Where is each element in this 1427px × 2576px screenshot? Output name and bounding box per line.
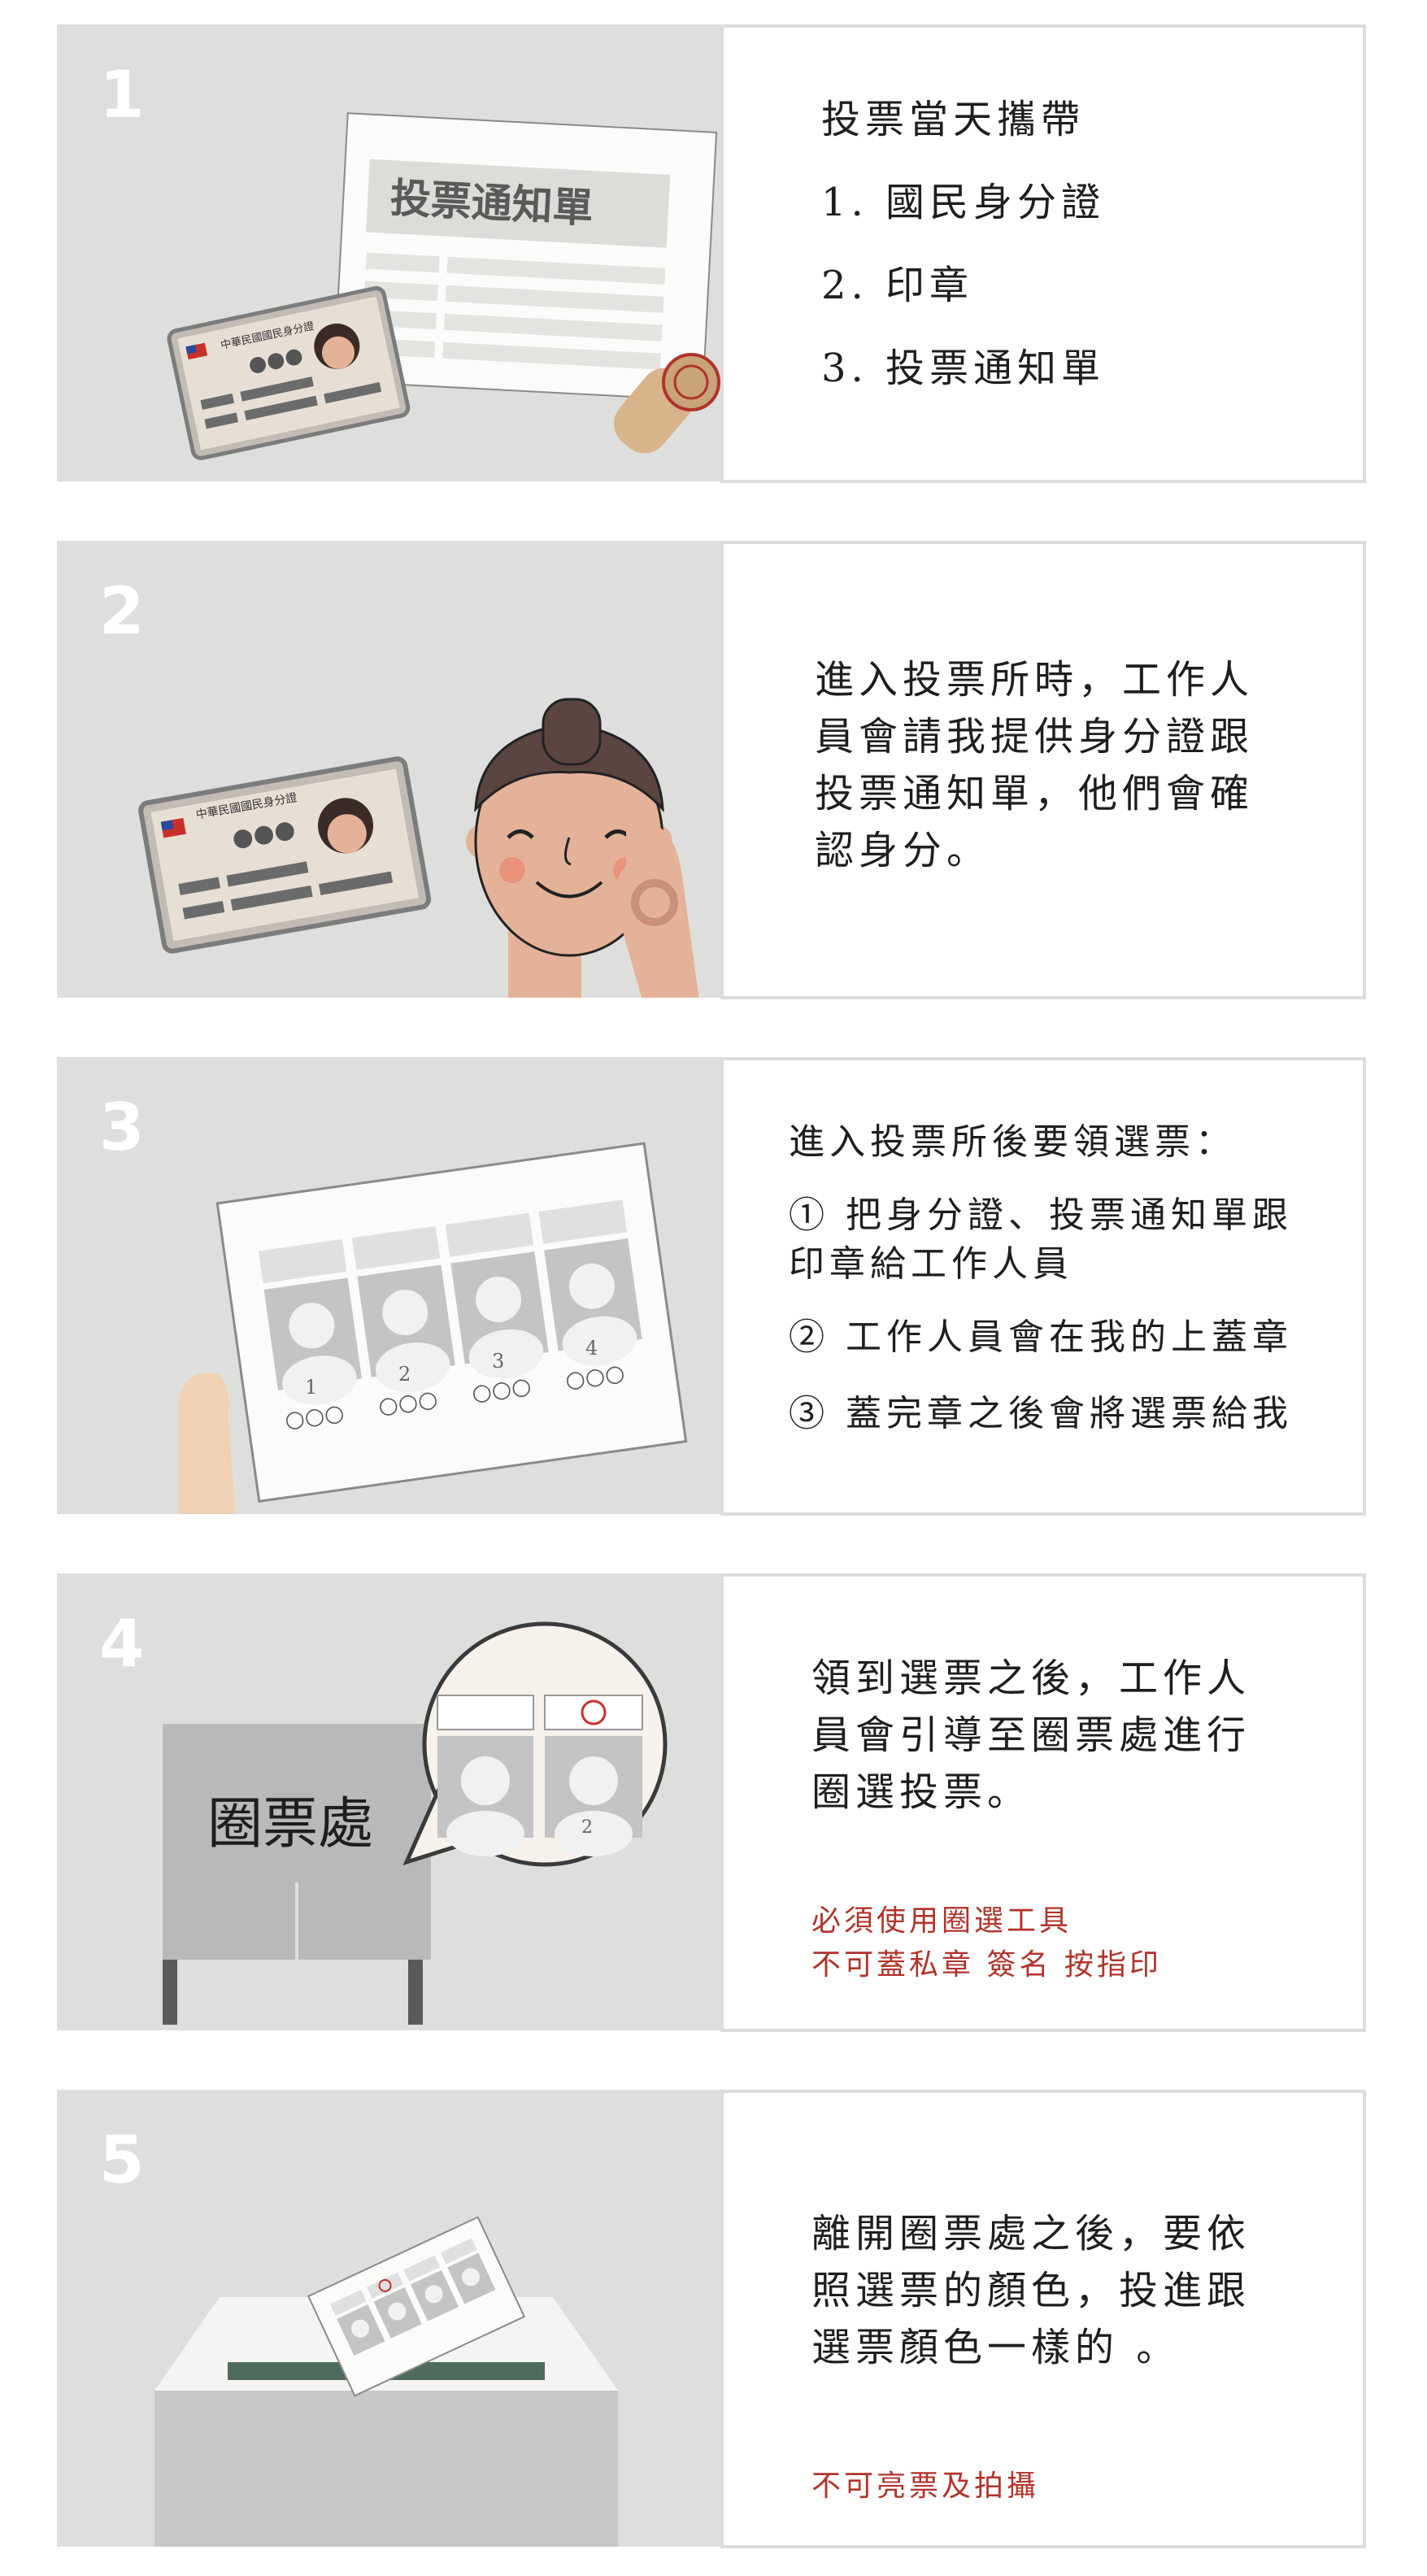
step-4-line-1: 領到選票之後，工作人 [811,1656,1251,1701]
step-1-card: 投票當天攜帶 1. 國民身分證 2. 印章 3. 投票通知單 [720,24,1366,483]
step-1-art [167,112,720,460]
bubble-number: 2 [581,1817,593,1838]
step-5-illustration: 5 [57,2090,720,2547]
booth-label: 圈票處 [207,1792,374,1856]
step-4: 4 圈票處 2 領到選票之後，工作人 員會引導至圈票處進行 圈選投票。 必須使用… [57,1573,1366,2032]
step-1: 1 投票通知單 中華民國國民身分證 ●●● 投票當天攜帶 1. 國民身分證 2.… [57,24,1366,483]
step-4-warning-2: 不可蓋私章 簽名 按指印 [811,1948,1162,1982]
step-2-illustration: 2 中華民國國民身分證 ●●● [57,541,720,998]
notice-title: 投票通知單 [389,174,595,233]
ballot-number-1: 1 [305,1376,318,1399]
step-2-line-2: 員會請我提供身分證跟 [815,714,1255,759]
step-number: 2 [99,573,145,649]
step-5-line-3: 選票顏色一樣的 。 [811,2325,1181,2370]
step-3-illustration: 3 1 2 3 4 ○○○ ○○○ ○○○ ○○○ [57,1057,720,1514]
step-1-line-2: 1. 國民身分證 [821,180,1106,225]
step-2: 2 中華民國國民身分證 ●●● 進入投票所時，工作人 員會請我提供身分證跟 投票… [57,541,1366,999]
step-4-art [163,1621,668,2025]
step-3-line-3: 印章給工作人員 [789,1243,1073,1285]
step-1-line-1: 投票當天攜帶 [821,97,1085,142]
step-3-card: 進入投票所後要領選票： ① 把身分證、投票通知單跟 印章給工作人員 ② 工作人員… [720,1057,1366,1516]
step-2-art [138,698,699,998]
step-5: 5 離開圈票處之後，要依 照選票的顏色，投進跟 選票顏色一樣的 。 不可亮票及拍… [57,2090,1366,2548]
step-3-line-4: ② 工作人員會在我的上蓋章 [789,1316,1293,1358]
step-4-warning-1: 必須使用圈選工具 [811,1904,1072,1938]
step-number: 3 [99,1090,145,1165]
step-number: 4 [99,1606,145,1682]
ballot-number-3: 3 [492,1350,505,1373]
ballot-number-2: 2 [398,1363,411,1386]
step-2-card: 進入投票所時，工作人 員會請我提供身分證跟 投票通知單，他們會確 認身分。 [720,541,1366,999]
step-1-line-4: 3. 投票通知單 [821,346,1106,391]
step-2-line-1: 進入投票所時，工作人 [815,657,1255,703]
step-1-line-3: 2. 印章 [821,263,974,308]
step-3-line-1: 進入投票所後要領選票： [789,1121,1236,1163]
step-4-line-3: 圈選投票。 [811,1769,1032,1815]
step-4-illustration: 4 圈票處 2 [57,1573,720,2030]
step-5-line-1: 離開圈票處之後，要依 [811,2211,1251,2256]
ballot-number-4: 4 [585,1337,598,1360]
step-number: 1 [99,57,145,133]
step-3-line-5: ③ 蓋完章之後會將選票給我 [789,1393,1293,1434]
step-2-line-3: 投票通知單，他們會確 [815,771,1255,816]
step-3-line-2: ① 把身分證、投票通知單跟 [789,1194,1293,1236]
step-2-line-4: 認身分。 [815,828,991,873]
step-3: 3 1 2 3 4 ○○○ ○○○ ○○○ ○○○ 進入投票所後要領選票： ① … [57,1057,1366,1516]
step-5-warning-1: 不可亮票及拍攝 [811,2469,1040,2503]
step-5-card: 離開圈票處之後，要依 照選票的顏色，投進跟 選票顏色一樣的 。 不可亮票及拍攝 [720,2090,1366,2548]
step-5-line-2: 照選票的顏色，投進跟 [811,2268,1251,2313]
step-4-card: 領到選票之後，工作人 員會引導至圈票處進行 圈選投票。 必須使用圈選工具 不可蓋… [720,1573,1366,2032]
step-5-art [154,2216,618,2547]
step-4-line-2: 員會引導至圈票處進行 [811,1712,1251,1758]
step-1-illustration: 1 投票通知單 中華民國國民身分證 ●●● [57,24,720,481]
step-3-art [179,1142,688,1514]
step-number: 5 [99,2122,145,2198]
